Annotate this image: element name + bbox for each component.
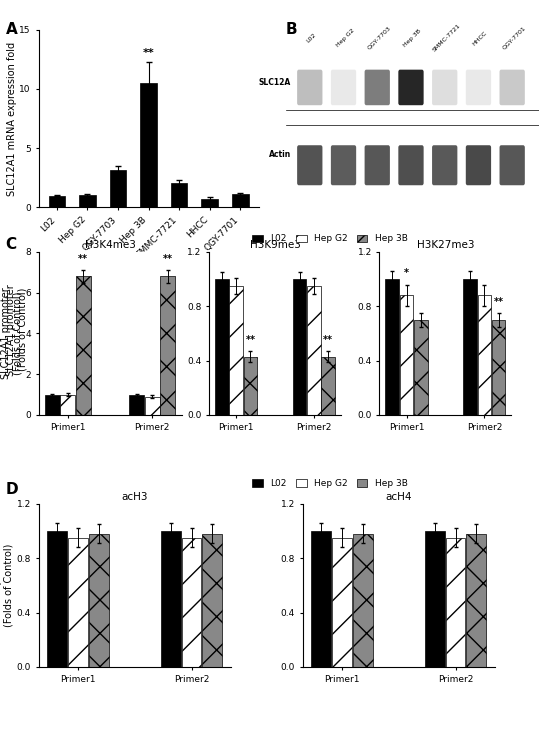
Legend: L02, Hep G2, Hep 3B: L02, Hep G2, Hep 3B	[251, 233, 409, 245]
FancyBboxPatch shape	[365, 145, 390, 185]
Title: H3K27me3: H3K27me3	[417, 240, 474, 250]
Bar	[332, 538, 352, 667]
Bar	[353, 534, 373, 667]
Text: SLC12A1 promoter
(Folds of Control): SLC12A1 promoter (Folds of Control)	[6, 284, 27, 376]
Bar	[45, 394, 60, 415]
Text: L02: L02	[306, 33, 317, 44]
Bar	[109, 170, 126, 207]
Legend: L02, Hep G2, Hep 3B: L02, Hep G2, Hep 3B	[251, 477, 409, 490]
Text: SMMC-7721: SMMC-7721	[431, 23, 461, 53]
Text: SLC12A: SLC12A	[259, 79, 291, 87]
Title: H3K4me3: H3K4me3	[85, 240, 135, 250]
Text: Hep 3B: Hep 3B	[403, 28, 422, 48]
Text: **: **	[323, 335, 333, 345]
Y-axis label: SLC12A1 mRNA expression fold: SLC12A1 mRNA expression fold	[7, 41, 16, 196]
Bar	[492, 320, 505, 415]
Bar	[293, 279, 306, 415]
Bar	[400, 296, 414, 415]
Bar	[89, 534, 109, 667]
Text: **: **	[78, 253, 89, 264]
FancyBboxPatch shape	[297, 70, 322, 105]
Bar	[160, 276, 175, 415]
FancyBboxPatch shape	[297, 145, 322, 185]
Text: D: D	[6, 482, 18, 496]
Bar	[307, 286, 321, 415]
Text: HHCC: HHCC	[472, 30, 488, 46]
Bar	[170, 182, 188, 207]
Title: H3K9me3: H3K9me3	[250, 240, 300, 250]
FancyBboxPatch shape	[331, 70, 356, 105]
Text: QGY-7701: QGY-7701	[501, 25, 526, 50]
FancyBboxPatch shape	[398, 145, 424, 185]
Text: B: B	[286, 22, 298, 37]
Text: Actin: Actin	[269, 150, 291, 159]
FancyBboxPatch shape	[432, 145, 458, 185]
Bar	[215, 279, 229, 415]
FancyBboxPatch shape	[499, 70, 525, 105]
Text: A: A	[6, 22, 17, 37]
Text: Hep G2: Hep G2	[335, 28, 355, 48]
X-axis label: Cell lines: Cell lines	[126, 265, 170, 275]
Bar	[477, 296, 491, 415]
Bar	[464, 279, 477, 415]
Text: *: *	[404, 268, 409, 278]
Text: **: **	[494, 296, 504, 307]
Bar	[76, 276, 91, 415]
Bar	[466, 534, 486, 667]
Bar	[202, 534, 222, 667]
Bar	[140, 83, 157, 207]
Text: **: **	[245, 335, 255, 345]
Bar	[145, 396, 160, 415]
Bar	[129, 394, 144, 415]
Y-axis label: SLC12A1 promoter
(Folds of Control): SLC12A1 promoter (Folds of Control)	[1, 288, 23, 379]
Bar	[311, 531, 331, 667]
Text: **: **	[142, 48, 155, 58]
Bar	[321, 356, 335, 415]
Bar	[414, 320, 427, 415]
Bar	[386, 279, 399, 415]
Text: QGY-7703: QGY-7703	[366, 25, 392, 51]
FancyBboxPatch shape	[365, 70, 390, 105]
FancyBboxPatch shape	[466, 70, 491, 105]
Bar	[48, 196, 65, 207]
FancyBboxPatch shape	[466, 145, 491, 185]
Bar	[161, 531, 180, 667]
Bar	[79, 195, 96, 207]
FancyBboxPatch shape	[331, 145, 356, 185]
FancyBboxPatch shape	[432, 70, 458, 105]
Bar	[60, 394, 75, 415]
Bar	[425, 531, 444, 667]
FancyBboxPatch shape	[499, 145, 525, 185]
Bar	[244, 356, 257, 415]
Bar	[229, 286, 243, 415]
Title: acH4: acH4	[386, 492, 412, 502]
Text: C: C	[6, 237, 16, 252]
Bar	[446, 538, 465, 667]
Bar	[182, 538, 201, 667]
Bar	[232, 194, 249, 207]
Bar	[68, 538, 88, 667]
FancyBboxPatch shape	[398, 70, 424, 105]
Bar	[201, 199, 218, 207]
Title: acH3: acH3	[122, 492, 148, 502]
Text: **: **	[163, 253, 173, 264]
Y-axis label: SLC12A1 promoter
(Folds of Control): SLC12A1 promoter (Folds of Control)	[0, 539, 14, 631]
Bar	[47, 531, 67, 667]
